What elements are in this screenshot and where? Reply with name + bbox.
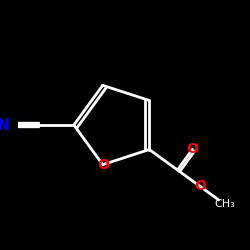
Text: O: O <box>97 158 109 172</box>
Text: CH₃: CH₃ <box>214 199 235 209</box>
Text: O: O <box>186 142 198 156</box>
Text: O: O <box>194 179 206 193</box>
Text: N: N <box>0 118 10 132</box>
